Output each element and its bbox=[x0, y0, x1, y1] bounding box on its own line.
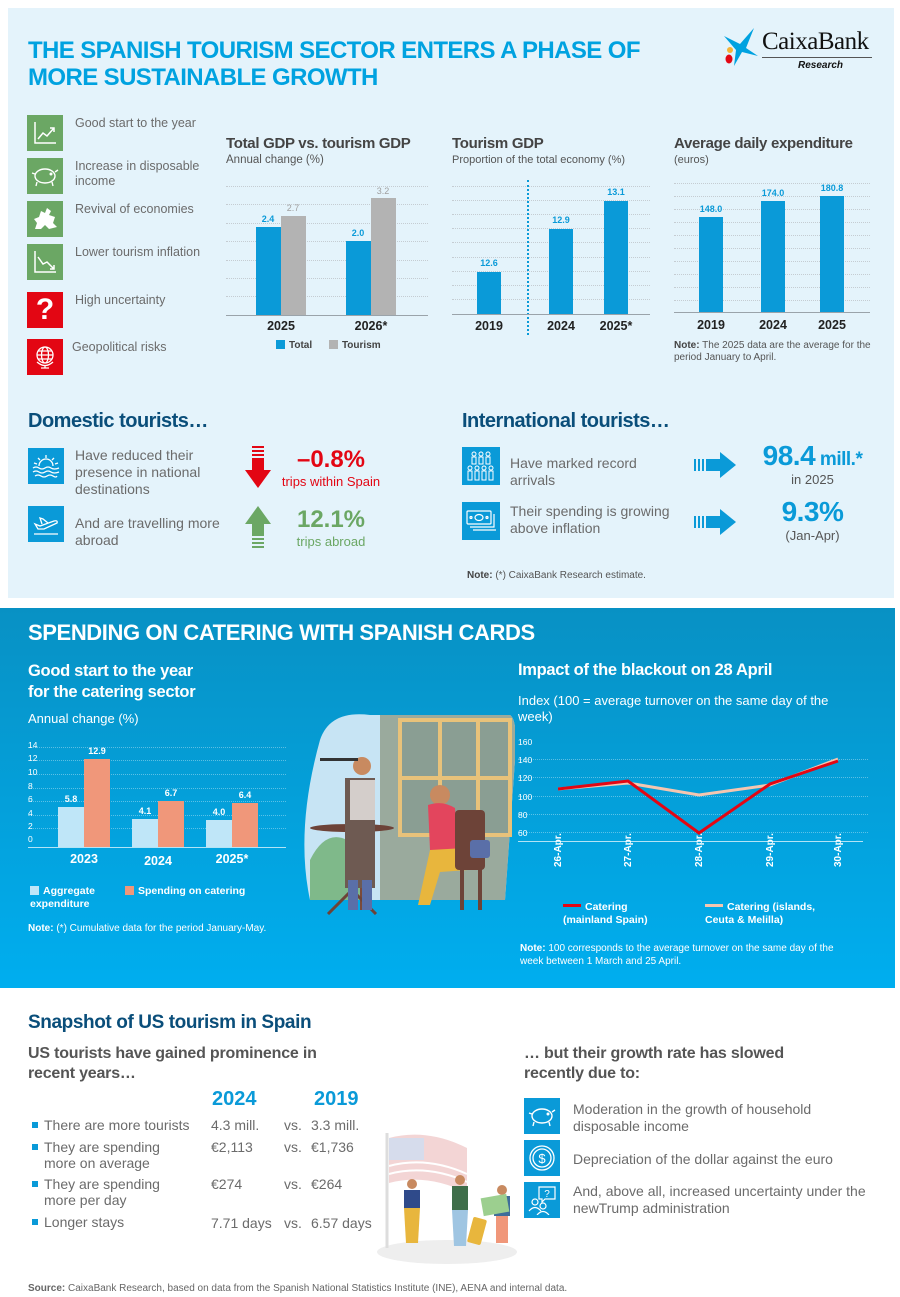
us-subtitle: US tourists have gained prominence in re… bbox=[28, 1045, 317, 1082]
bar-tourism-2026 bbox=[371, 198, 396, 315]
factor-good-start: Good start to the year bbox=[27, 115, 207, 151]
catering-chart-header: Good start to the year for the catering … bbox=[28, 662, 196, 726]
blackout-subtitle: Index (100 = average turnover on the sam… bbox=[518, 693, 829, 724]
logo-wordmark: CaixaBank bbox=[762, 28, 869, 55]
blackout-chart: 160 140 120 100 80 60 26-Apr. 27-Apr. 28… bbox=[518, 737, 868, 867]
piggy-bank-icon bbox=[27, 158, 63, 194]
catering-note: Note: (*) Cumulative data for the period… bbox=[28, 923, 267, 934]
piggy-bank-icon bbox=[524, 1098, 560, 1134]
us-travellers-illustration bbox=[377, 1133, 517, 1264]
factor-uncertainty: ? High uncertainty bbox=[27, 292, 207, 328]
blackout-title: Impact of the blackout on 28 April bbox=[518, 661, 773, 679]
europe-map-icon bbox=[27, 201, 63, 237]
banknotes-icon bbox=[462, 502, 500, 540]
tourism-gdp-header: Tourism GDP Proportion of the total econ… bbox=[452, 135, 626, 166]
domestic-value-2: 12.1% trips abroad bbox=[296, 506, 366, 549]
people-question-icon: ? bbox=[524, 1182, 560, 1218]
arrivals-value: 98.4 mill.* in 2025 bbox=[762, 440, 863, 487]
international-title: International tourists… bbox=[462, 410, 670, 432]
arrow-down-icon bbox=[245, 446, 271, 488]
bar-total-2026 bbox=[346, 241, 371, 315]
question-icon: ? bbox=[27, 292, 63, 328]
star-logo-icon bbox=[724, 28, 758, 66]
expenditure-chart: 148.0 174.0 180.8 2019 2024 2025 bbox=[674, 183, 870, 332]
catering-legend-aggregate: Aggregate expenditure bbox=[30, 885, 95, 910]
source-note: Source: CaixaBank Research, based on dat… bbox=[28, 1283, 568, 1294]
svg-text:?: ? bbox=[544, 1189, 550, 1200]
period-divider bbox=[527, 180, 529, 335]
globe-icon bbox=[27, 339, 63, 375]
domestic-title: Domestic tourists… bbox=[28, 410, 208, 432]
factor-disposable-income: Increase in disposable income bbox=[27, 158, 207, 194]
year-2019: 2019 bbox=[314, 1088, 359, 1110]
factor-economies: Revival of economies bbox=[27, 201, 207, 237]
blackout-legend-mainland: Catering (mainland Spain) bbox=[563, 901, 648, 926]
us-row: There are more tourists bbox=[32, 1117, 207, 1133]
plane-takeoff-icon bbox=[28, 506, 64, 542]
international-note: Note: (*) CaixaBank Research estimate. bbox=[467, 570, 646, 581]
domestic-value-1: –0.8% trips within Spain bbox=[281, 446, 381, 489]
gdp-chart-header: Total GDP vs. tourism GDP Annual change … bbox=[226, 135, 411, 166]
us-row: They are spending more on average bbox=[32, 1139, 182, 1171]
arrow-right-icon bbox=[694, 452, 736, 478]
blackout-legend-islands: Catering (islands, Ceuta & Melilla) bbox=[705, 901, 816, 926]
tourism-gdp-chart: 12.6 12.9 13.1 2019 2024 2025* bbox=[452, 180, 650, 335]
tourism-sector-panel bbox=[8, 8, 894, 598]
expenditure-header: Average daily expenditure (euros) bbox=[674, 135, 853, 166]
expenditure-note: Note: The 2025 data are the average for … bbox=[674, 340, 871, 363]
factor-geopolitical: Geopolitical risks bbox=[27, 339, 207, 375]
restaurant-illustration bbox=[304, 714, 515, 915]
crowd-icon bbox=[462, 447, 500, 485]
factor-lower-inflation: Lower tourism inflation bbox=[27, 244, 207, 280]
logo-subtitle: Research bbox=[798, 60, 844, 71]
us-row: They are spending more per day bbox=[32, 1176, 182, 1208]
catering-legend-spending: Spending on catering bbox=[125, 885, 245, 898]
catering-chart: 14 12 10 8 6 4 2 0 5.8 12.9 4.1 6.7 4.0 … bbox=[28, 740, 286, 868]
svg-text:$: $ bbox=[538, 1151, 546, 1166]
bar-total-2025 bbox=[256, 227, 281, 315]
sunset-sea-icon bbox=[28, 448, 64, 484]
blackout-lines bbox=[557, 757, 839, 835]
blackout-note: Note: 100 corresponds to the average tur… bbox=[520, 943, 834, 967]
gdp-legend: Total Tourism bbox=[276, 340, 381, 351]
year-2024: 2024 bbox=[212, 1088, 257, 1110]
arrow-right-icon bbox=[694, 509, 736, 535]
arrow-up-icon bbox=[245, 506, 271, 548]
bar-tourism-2025 bbox=[281, 216, 306, 315]
main-title: THE SPANISH TOURISM SECTOR ENTERS A PHAS… bbox=[28, 37, 641, 91]
caixabank-logo: CaixaBank Research bbox=[720, 26, 880, 76]
logo-divider bbox=[762, 57, 872, 58]
spending-value: 9.3% (Jan-Apr) bbox=[781, 496, 844, 543]
trend-down-icon bbox=[27, 244, 63, 280]
gdp-chart: 2.4 2.7 2.0 3.2 2025 2026* bbox=[226, 186, 428, 333]
catering-section-title: SPENDING ON CATERING WITH SPANISH CARDS bbox=[28, 620, 535, 645]
us-row: Longer stays bbox=[32, 1214, 207, 1230]
us-title: Snapshot of US tourism in Spain bbox=[28, 1012, 312, 1033]
trend-up-icon bbox=[27, 115, 63, 151]
reasons-title: … but their growth rate has slowed recen… bbox=[524, 1045, 784, 1082]
dollar-coin-icon: $ bbox=[524, 1140, 560, 1176]
